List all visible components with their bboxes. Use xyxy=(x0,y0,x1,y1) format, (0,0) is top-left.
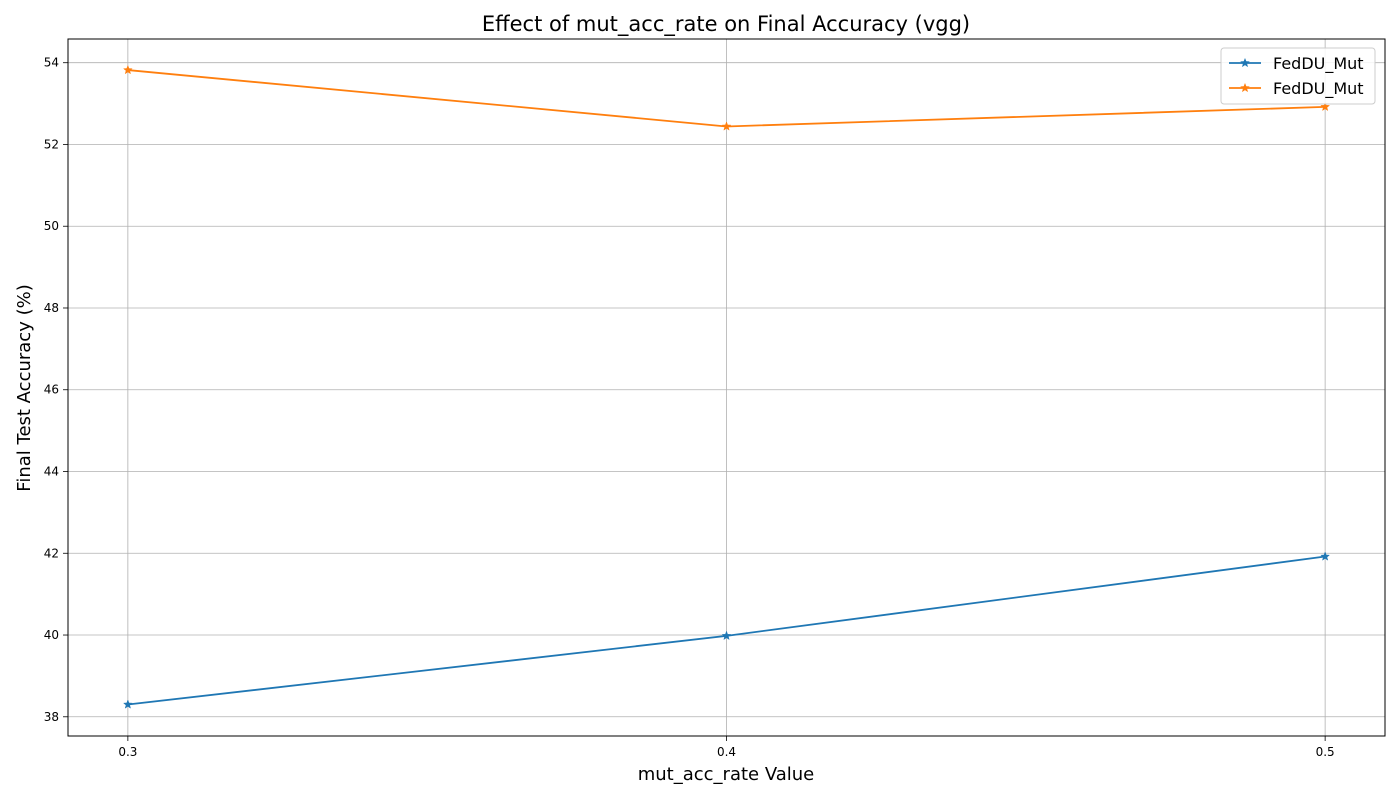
legend-marker xyxy=(1240,82,1250,93)
data-point xyxy=(122,699,133,709)
legend-marker xyxy=(1240,57,1250,68)
x-axis: 0.3 0.4 0.5 xyxy=(118,736,1335,759)
legend-entry: FedDU_Mut xyxy=(1229,54,1364,74)
legend-entry: FedDU_Mut xyxy=(1229,79,1364,99)
y-tick-label: 52 xyxy=(44,137,59,151)
legend: FedDU_Mut FedDU_Mut xyxy=(1220,47,1376,105)
data-point xyxy=(721,121,732,131)
legend-box xyxy=(1220,47,1376,105)
data-point xyxy=(721,630,732,641)
legend-label: FedDU_Mut xyxy=(1273,54,1364,74)
chart-title: Effect of mut_acc_rate on Final Accuracy… xyxy=(482,12,970,37)
series-2 xyxy=(122,64,1331,131)
y-tick-label: 46 xyxy=(44,383,59,397)
legend-label: FedDU_Mut xyxy=(1273,79,1364,99)
x-tick-label: 0.4 xyxy=(717,745,736,759)
data-point xyxy=(1320,551,1331,561)
y-tick-label: 40 xyxy=(44,628,59,642)
series-1 xyxy=(122,551,1331,709)
y-tick-label: 50 xyxy=(44,219,59,233)
y-tick-label: 42 xyxy=(44,546,59,560)
y-axis-title: Final Test Accuracy (%) xyxy=(14,284,35,491)
y-tick-label: 44 xyxy=(44,465,59,479)
y-tick-label: 48 xyxy=(44,301,59,315)
x-tick-label: 0.5 xyxy=(1316,745,1335,759)
data-point xyxy=(122,64,133,75)
y-tick-label: 54 xyxy=(44,56,59,70)
data-point xyxy=(1320,101,1331,112)
series-layer xyxy=(122,64,1331,709)
y-tick-label: 38 xyxy=(44,710,59,724)
x-tick-label: 0.3 xyxy=(118,745,137,759)
x-axis-title: mut_acc_rate Value xyxy=(638,764,815,785)
y-axis: 38 40 42 44 46 48 50 52 54 xyxy=(44,56,68,724)
